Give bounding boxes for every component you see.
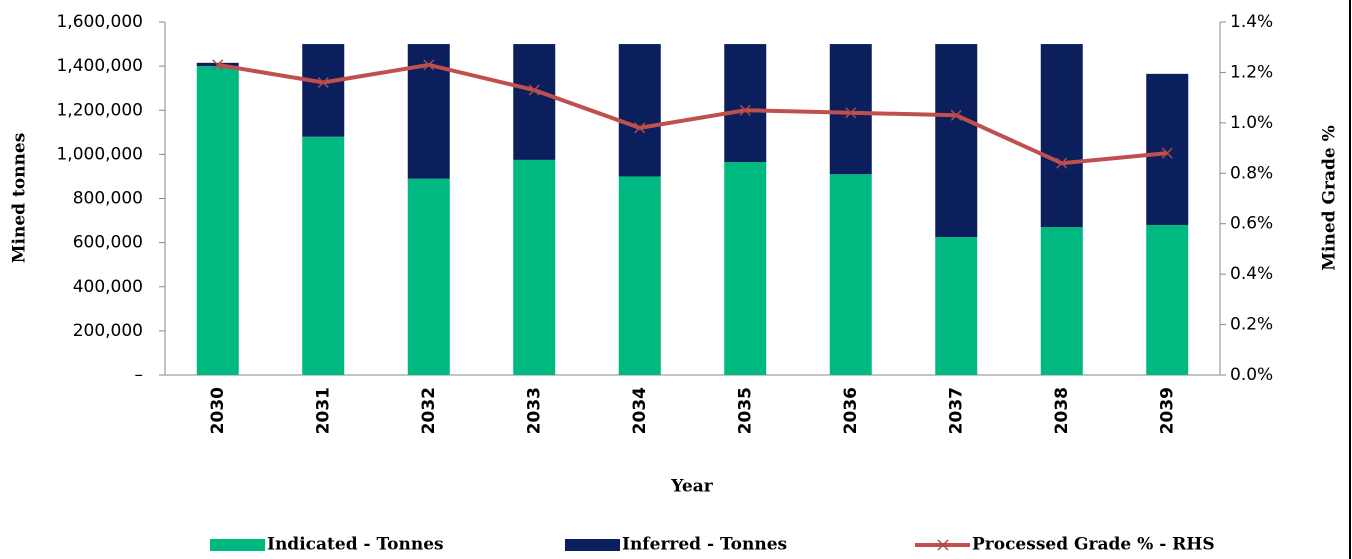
bar (935, 44, 978, 238)
legend-marker (937, 539, 949, 551)
marker (1161, 147, 1173, 159)
y-tick-label: 600,000 (73, 233, 143, 253)
legend-swatch (565, 539, 620, 551)
y2-tick-label: 1.2% (1230, 62, 1273, 82)
marker (739, 104, 751, 116)
y2-axis-title: Mined Grade % (1320, 125, 1340, 271)
bar (302, 136, 345, 375)
y-axis-title: Mined tonnes (10, 133, 30, 264)
bar (829, 174, 872, 375)
x-tick-label: 2033 (524, 387, 544, 434)
line (217, 62, 1168, 166)
x-tick-label: 2039 (1157, 387, 1177, 434)
x-tick-label: 2032 (419, 387, 439, 434)
bar (513, 159, 556, 375)
legend-label: Processed Grade % - RHS (972, 535, 1215, 555)
marker (1056, 157, 1068, 169)
bar (618, 176, 661, 375)
y-tick-label: 1,600,000 (56, 12, 143, 32)
bar (513, 44, 556, 160)
bar (829, 44, 872, 175)
bar (302, 44, 345, 137)
x-tick-label: 2035 (735, 387, 755, 434)
bar (935, 237, 978, 375)
y2-tick-label: 0.8% (1230, 163, 1273, 183)
y-tick-label: 1,200,000 (56, 100, 143, 120)
y-tick-label: 400,000 (73, 277, 143, 297)
bar (407, 178, 450, 375)
x-tick-label: 2031 (313, 387, 333, 434)
x-tick-label: 2030 (208, 387, 228, 434)
legend-swatch (210, 539, 265, 551)
legend-label: Indicated - Tonnes (267, 535, 444, 555)
marker (317, 76, 329, 89)
bar (724, 162, 767, 375)
bar (724, 44, 767, 163)
x-tick-label: 2034 (630, 387, 650, 434)
y-tick-label: 1,400,000 (56, 56, 143, 76)
y-tick-label: 200,000 (73, 321, 143, 341)
y2-tick-label: 1.4% (1230, 12, 1273, 32)
y-tick-label: – (135, 365, 144, 385)
bar (1146, 73, 1189, 225)
bar (618, 44, 661, 177)
y2-tick-label: 0.4% (1230, 264, 1273, 284)
x-tick-label: 2038 (1052, 387, 1072, 434)
marker (528, 84, 540, 96)
y2-tick-label: 1.0% (1230, 113, 1273, 133)
y-tick-label: 800,000 (73, 189, 143, 209)
marker (950, 109, 962, 121)
x-axis-title: Year (670, 477, 713, 497)
x-tick-label: 2036 (841, 387, 861, 434)
marker (423, 59, 435, 71)
bar (1146, 224, 1189, 375)
x-tick-label: 2037 (946, 387, 966, 434)
bar (196, 66, 239, 375)
y2-tick-label: 0.2% (1230, 315, 1273, 335)
marker (634, 122, 646, 134)
marker (212, 59, 224, 71)
bar (1040, 227, 1083, 375)
y-tick-label: 1,000,000 (56, 144, 143, 164)
legend-label: Inferred - Tonnes (622, 535, 787, 555)
y2-tick-label: 0.0% (1230, 365, 1273, 385)
marker (845, 107, 857, 119)
bar (1040, 44, 1083, 228)
y2-tick-label: 0.6% (1230, 214, 1273, 234)
